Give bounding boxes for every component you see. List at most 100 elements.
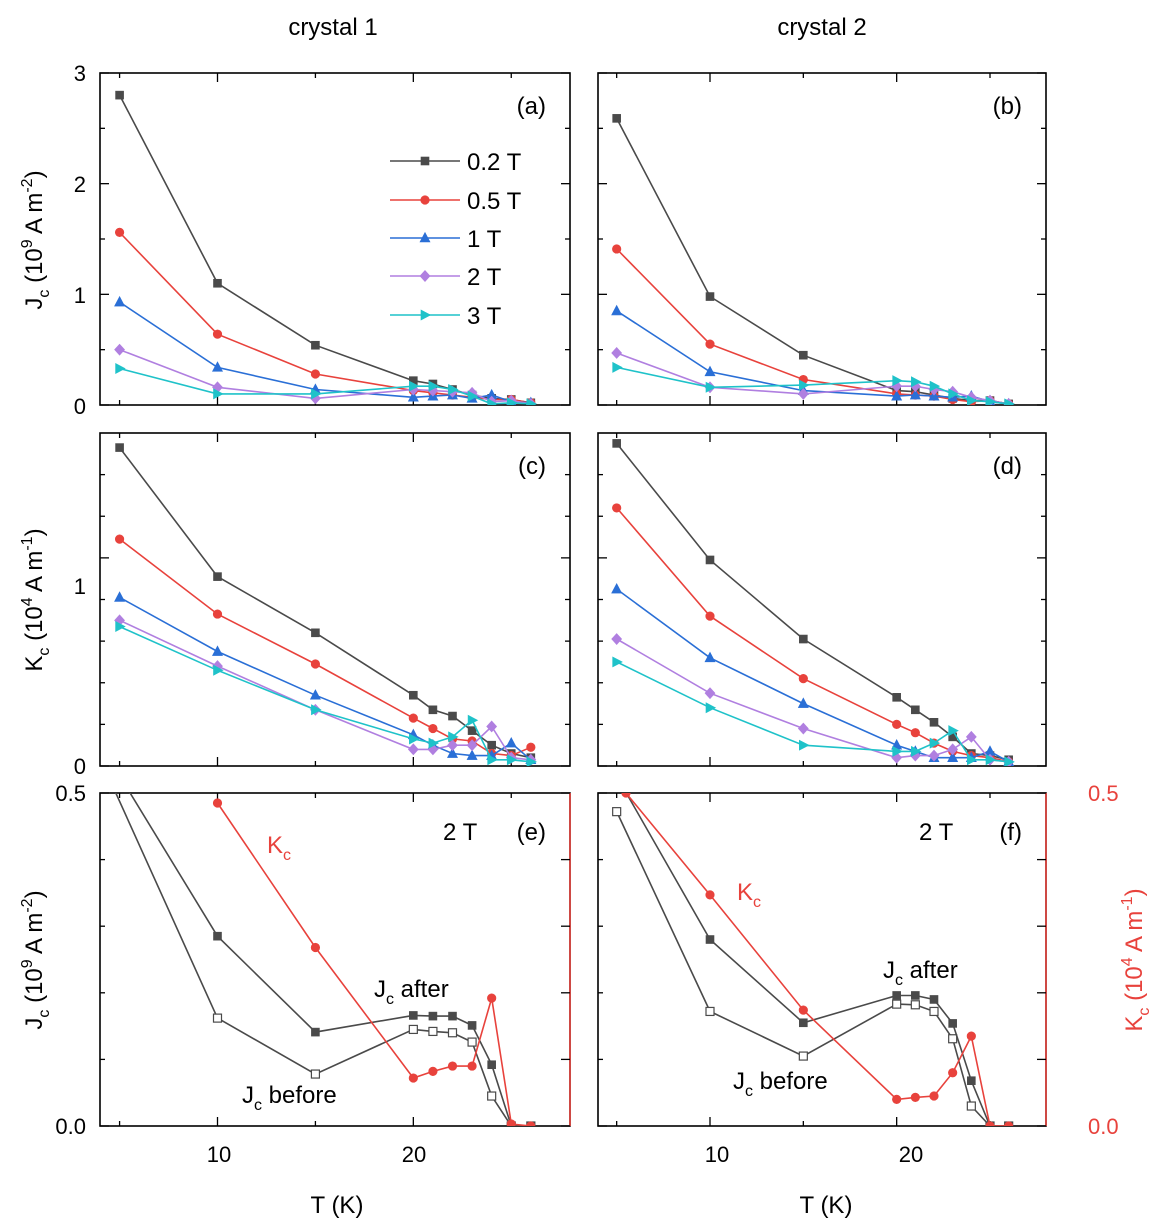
panel-f-jc-after-point-5: [929, 995, 939, 1004]
panel-e-jc-before-point-1: [212, 1013, 223, 1023]
panel-f-kc-line: [625, 793, 1009, 1126]
legend-label-1: 0.5 T: [467, 188, 522, 215]
xtick-f-20: 20: [899, 1142, 923, 1167]
panel-a-series-1-point-2: [310, 369, 321, 379]
panel-b-series-4-line: [616, 366, 1009, 405]
legend-label-2: 1 T: [467, 226, 502, 253]
annot-e-kc: Kc: [267, 832, 291, 864]
panel-a-series-4-point-4: [428, 380, 440, 392]
panel-a-series-4-point-9: [526, 398, 537, 405]
legend-entry-2: [390, 231, 460, 243]
legend-entry-1: [390, 195, 460, 205]
panel-e-jc-before-point-5: [447, 1028, 458, 1038]
annot-f-jc-after: Jc after: [883, 957, 958, 989]
panel-b-series-0-point-1: [705, 292, 715, 301]
panel-d-series-0-point-5: [929, 717, 939, 727]
panel-b-series-4-point-9: [1004, 398, 1015, 405]
panel-d-series-2-point-6: [947, 751, 959, 762]
panel-f-jc-before-point-6: [948, 1034, 958, 1044]
panel-f-kc-point-0: [621, 793, 631, 798]
panel-c-series-3-point-6: [466, 739, 478, 752]
ylabel-jc-top: Jc (109 A m-2): [19, 170, 53, 309]
panel-d-series-0-point-2: [799, 634, 808, 644]
panel-b-series-0-point-0: [612, 114, 621, 123]
panel-e-kc: [212, 798, 536, 1126]
panel-d-series-4-point-1: [705, 702, 717, 714]
panel-c-series-4-point-0: [115, 621, 126, 633]
panel-c-series-3-point-3: [407, 743, 419, 756]
panel-c-series-4-point-3: [409, 733, 420, 745]
panel-c-series-4: [115, 621, 537, 766]
panel-e-kc-point-1: [310, 942, 321, 953]
panel-c-series-0-point-0: [115, 443, 124, 452]
panel-c-series-1-point-0: [114, 534, 125, 544]
panel-d-series-0-point-1: [705, 555, 715, 565]
ytick-a-1: 1: [74, 283, 86, 308]
panel-c-series-4-point-9: [526, 756, 537, 766]
panel-e-jc-after-point-5: [448, 1011, 457, 1021]
panel-d-series-4-point-0: [612, 656, 623, 668]
panel-f-kc: [621, 793, 1014, 1126]
panel-e-frame: [99, 792, 571, 1127]
panel-e-jc-before-point-4: [428, 1026, 438, 1037]
xlabel-right: T (K): [800, 1192, 853, 1219]
panel-e-kc-point-5: [467, 1061, 477, 1071]
panel-c-series-2-point-1: [212, 645, 223, 656]
panel-b-series-4-point-7: [967, 395, 978, 405]
panel-d-series-2-point-1: [704, 651, 716, 663]
panel-d-series-3-point-2: [797, 722, 809, 735]
panel-c-series-3-point-7: [486, 720, 498, 733]
panel-c-series-4-point-2: [311, 704, 322, 716]
panel-a-series-4-point-0: [115, 362, 126, 374]
ytick-a-2: 2: [74, 172, 86, 197]
panel-e-kc-point-2: [408, 1073, 418, 1083]
panel-f-jc-after-point-6: [948, 1019, 957, 1028]
panel-d-series-3-point-7: [965, 730, 977, 743]
panel-e-kc-point-6: [487, 993, 497, 1003]
panel-a-series-0-point-1: [213, 278, 222, 288]
panel-a-series-2-line: [119, 301, 531, 404]
panel-f-kc-point-2: [798, 1005, 808, 1015]
ylabel-kc-right: Kc (104 A m-1): [1119, 888, 1153, 1031]
ytick-a-3: 3: [74, 61, 86, 86]
panel-label-e: (e): [517, 819, 546, 846]
panel-f-jc-after-point-7: [967, 1076, 976, 1086]
legend-marker-2: [419, 231, 431, 243]
panel-e-jc-before-line: [114, 793, 531, 1126]
legend-entry-4: [390, 309, 460, 321]
panel-d-series-4-point-3: [892, 745, 903, 757]
panel-c-series-3-line: [119, 619, 531, 761]
panel-e-kc-point-3: [428, 1066, 438, 1076]
panel-d-series-4-point-7: [967, 754, 978, 766]
ytick-a-0: 0: [74, 394, 86, 419]
panel-d-series-3-point-1: [704, 687, 716, 700]
ytick-c-0: 0: [74, 754, 86, 779]
panel-e-kc-point-0: [212, 798, 223, 808]
panel-a-series-1-point-0: [114, 227, 125, 237]
panel-c-series-2-point-2: [309, 689, 321, 700]
panel-d-series-3-line: [616, 638, 1009, 763]
legend-marker-3: [419, 270, 431, 282]
panel-c-series-1-point-9: [526, 742, 536, 752]
panel-b-series-2-point-3: [891, 390, 903, 401]
panel-b-series-2-point-0: [611, 304, 623, 316]
panel-c-series-4-point-5: [448, 731, 459, 743]
panel-c-series-2-point-5: [447, 747, 458, 758]
legend-entry-0: [390, 156, 460, 166]
panel-c-series-4-point-6: [467, 714, 479, 726]
legend-marker-1: [420, 195, 430, 205]
annot-f-jc-before: Jc before: [733, 1068, 828, 1100]
ytick-f-right-0: 0.0: [1088, 1114, 1119, 1139]
annot-e-jc-after: Jc after: [374, 976, 449, 1008]
panel-f-jc-before-point-1: [705, 1006, 715, 1017]
xtick-e-20: 20: [402, 1142, 426, 1167]
panel-e-kc-point-7: [506, 1119, 516, 1126]
panel-c-series-4-point-7: [487, 754, 498, 766]
panel-b-series-0: [612, 114, 1013, 405]
panel-label-f: (f): [999, 819, 1022, 846]
legend-label-4: 3 T: [467, 303, 502, 330]
panel-b-series-3-point-2: [797, 387, 809, 400]
panel-e-jc-after-point-7: [487, 1060, 496, 1070]
panel-f-jc-after-point-3: [892, 991, 901, 1000]
panel-c-series-0-point-4: [428, 705, 438, 715]
